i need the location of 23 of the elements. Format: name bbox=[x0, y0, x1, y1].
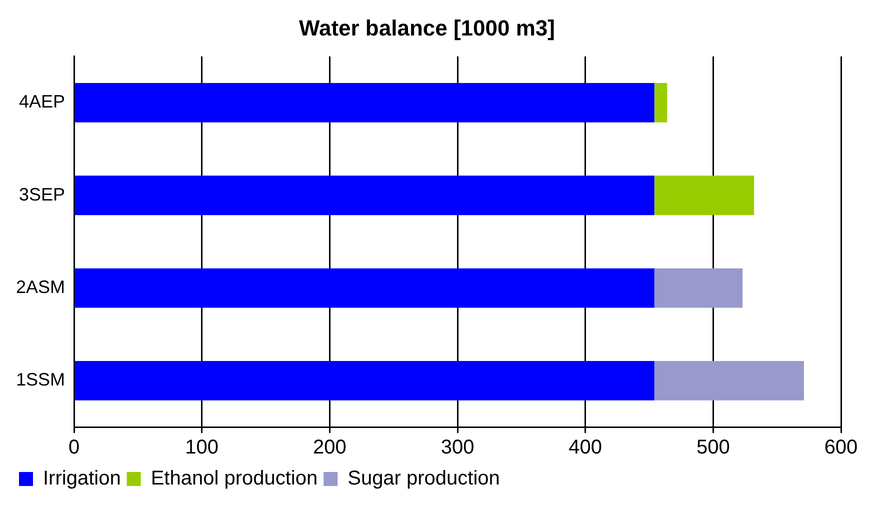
y-tick-label: 1SSM bbox=[16, 370, 66, 390]
bar bbox=[654, 360, 804, 400]
y-tick-label: 3SEP bbox=[18, 184, 66, 204]
bar bbox=[74, 360, 654, 400]
bar bbox=[654, 176, 754, 216]
legend-label: Sugar production bbox=[348, 468, 500, 490]
x-tick-label: 0 bbox=[68, 436, 80, 459]
x-tick-label: 100 bbox=[185, 436, 219, 459]
bar bbox=[74, 83, 654, 122]
x-tick-label: 300 bbox=[440, 436, 474, 459]
x-tick-label: 400 bbox=[568, 436, 602, 459]
x-tick-label: 500 bbox=[696, 436, 730, 459]
chart-title: Water balance [1000 m3] bbox=[299, 15, 555, 40]
x-tick-label: 200 bbox=[312, 436, 346, 459]
bar bbox=[74, 268, 654, 308]
x-tick-label: 600 bbox=[824, 436, 858, 459]
legend-label: Ethanol production bbox=[150, 468, 318, 490]
bar bbox=[654, 83, 668, 122]
y-tick-label: 4AEP bbox=[18, 92, 66, 112]
y-tick-label: 2ASM bbox=[16, 276, 66, 297]
bar bbox=[654, 268, 743, 308]
bar bbox=[74, 176, 654, 216]
legend-label: Irrigation bbox=[43, 468, 121, 490]
